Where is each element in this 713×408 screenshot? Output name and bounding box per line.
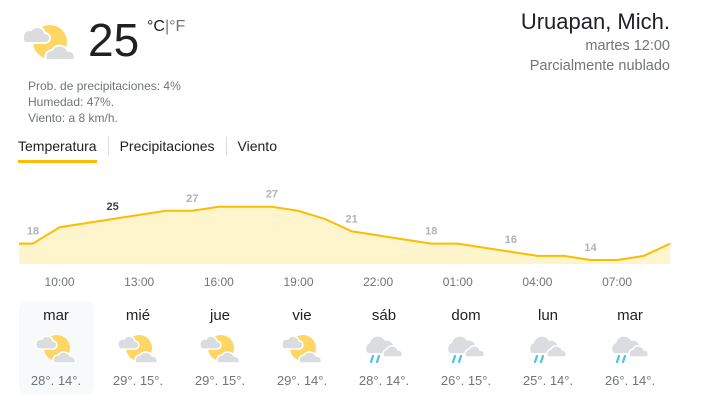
tab-precipitaciones[interactable]: Precipitaciones (107, 137, 226, 155)
day-temps: 28°. 14°. (343, 373, 425, 388)
weather-details: Prob. de precipitaciones: 4% Humedad: 47… (28, 78, 181, 126)
partly-cloudy-icon (35, 335, 77, 364)
low-temp: 14°. (549, 373, 574, 388)
daily-forecast: mar 28°. 14°. mié 29°. 15°. jue 29°. 15°. vie 2… (15, 301, 671, 395)
tab-viento[interactable]: Viento (225, 137, 288, 155)
low-temp: 15°. (221, 373, 246, 388)
temperature-line (19, 205, 671, 261)
unit-separator: | (164, 18, 170, 35)
chart-tabs: Temperatura Precipitaciones Viento (18, 137, 288, 163)
wind: Viento: a 8 km/h. (28, 111, 118, 125)
current-temperature: 25 (88, 14, 140, 66)
rain-icon (612, 336, 650, 364)
point-label: 21 (345, 213, 357, 225)
day-2[interactable]: jue 29°. 15°. (179, 301, 261, 395)
time-tick: 10:00 (44, 275, 75, 289)
day-0[interactable]: mar 28°. 14°. (15, 301, 97, 395)
day-name: dom (451, 307, 481, 324)
day-name: vie (292, 307, 312, 324)
day-name: mié (125, 307, 151, 324)
day-name: mar (43, 307, 69, 324)
time-tick: 04:00 (522, 275, 553, 289)
rain-icon (530, 336, 568, 364)
time-tick: 22:00 (363, 275, 394, 289)
tab-temperatura[interactable]: Temperatura (18, 137, 108, 163)
high-temp: 28°. (30, 373, 55, 388)
high-temp: 28°. (358, 373, 383, 388)
high-temp: 29°. (194, 373, 219, 388)
temperature-chart: 18 25 27 27 21 18 16 14 (19, 189, 671, 264)
fahrenheit-button[interactable]: °F (169, 18, 186, 35)
day-temps: 26°. 14°. (589, 373, 671, 388)
partly-cloudy-icon (281, 335, 323, 364)
partly-cloudy-icon (199, 335, 241, 364)
day-temps: 29°. 14°. (261, 373, 343, 388)
rain-icon (448, 336, 486, 364)
time-tick: 19:00 (283, 275, 314, 289)
location-info: Uruapan, Mich. martes 12:00 Parcialmente… (521, 8, 670, 76)
high-temp: 26°. (440, 373, 465, 388)
day-temps: 29°. 15°. (179, 373, 261, 388)
point-label: 16 (505, 234, 517, 246)
low-temp: 14°. (303, 373, 328, 388)
day-5[interactable]: dom 26°. 15°. (425, 301, 507, 395)
time-tick: 13:00 (124, 275, 155, 289)
day-3[interactable]: vie 29°. 14°. (261, 301, 343, 395)
point-label: 27 (186, 193, 198, 205)
point-label: 27 (266, 189, 278, 201)
day-temps: 29°. 15°. (97, 373, 179, 388)
point-label: 14 (584, 242, 597, 254)
day-name: lun (537, 307, 559, 324)
point-label: 18 (425, 226, 437, 238)
partly-cloudy-icon (117, 335, 159, 364)
time-tick: 16:00 (203, 275, 234, 289)
high-temp: 29°. (112, 373, 137, 388)
time-tick: 07:00 (602, 275, 633, 289)
current-time: martes 12:00 (585, 38, 670, 54)
precipitation-probability: Prob. de precipitaciones: 4% (28, 79, 181, 93)
partly-cloudy-icon (21, 25, 76, 61)
day-6[interactable]: lun 25°. 14°. (507, 301, 589, 395)
low-temp: 15°. (139, 373, 164, 388)
day-7[interactable]: mar 26°. 14°. (589, 301, 671, 395)
low-temp: 15°. (467, 373, 492, 388)
day-temps: 26°. 15°. (425, 373, 507, 388)
day-name: sáb (371, 307, 397, 324)
day-4[interactable]: sáb 28°. 14°. (343, 301, 425, 395)
high-temp: 26°. (604, 373, 629, 388)
city-name: Uruapan, Mich. (520, 9, 670, 34)
day-name: jue (209, 307, 231, 324)
low-temp: 14°. (57, 373, 82, 388)
day-1[interactable]: mié 29°. 15°. (97, 301, 179, 395)
high-temp: 29°. (276, 373, 301, 388)
humidity: Humedad: 47%. (28, 95, 115, 109)
rain-icon (366, 336, 404, 364)
high-temp: 25°. (522, 373, 547, 388)
low-temp: 14°. (385, 373, 410, 388)
point-label: 18 (27, 226, 39, 238)
day-temps: 25°. 14°. (507, 373, 589, 388)
low-temp: 14°. (631, 373, 656, 388)
condition: Parcialmente nublado (529, 58, 670, 74)
unit-toggle: °C|°F (147, 18, 185, 36)
day-name: mar (617, 307, 643, 324)
point-label: 25 (107, 201, 119, 213)
time-tick: 01:00 (442, 275, 473, 289)
day-temps: 28°. 14°. (15, 373, 97, 388)
temperature-area (19, 206, 671, 264)
celsius-button[interactable]: °C (147, 18, 165, 35)
